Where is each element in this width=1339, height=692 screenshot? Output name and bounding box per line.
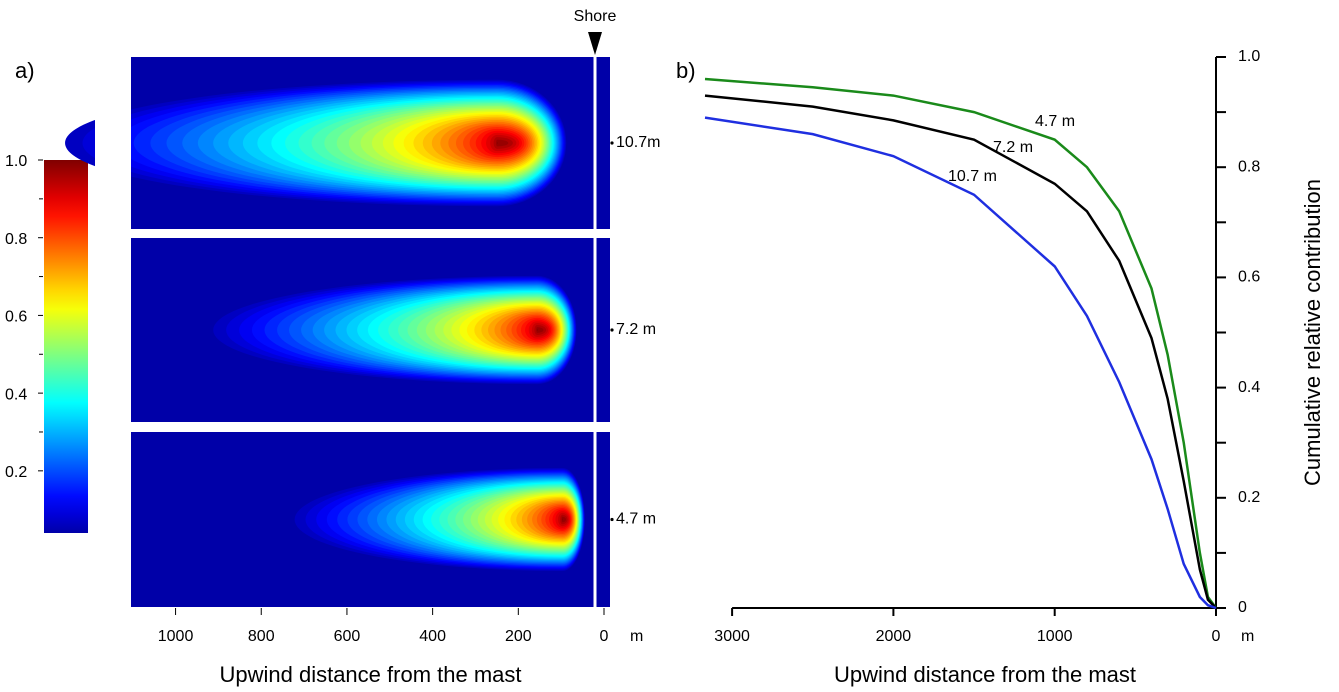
series-label: 4.7 m [1035,113,1075,130]
y-tick-label: 0.6 [1238,269,1260,286]
y-tick-label: 0.8 [1238,158,1260,175]
panel-label: a) [15,58,35,83]
x-tick-label: 200 [505,628,532,645]
height-label: 10.7m [616,134,660,151]
colorbar-tick-label: 0.6 [5,309,27,326]
y-tick-label: 0.2 [1238,489,1260,506]
panel-label: b) [676,58,696,83]
series-line [704,116,1217,610]
footprint-contour [561,516,567,523]
x-tick-label: 3000 [714,628,750,645]
footprint-contour [536,327,544,333]
footprint-contour [496,139,509,147]
footprint [294,468,585,571]
footprint-contour [562,518,563,521]
x-unit: m [1241,628,1254,645]
footprint [65,79,567,207]
x-tick-label: 0 [1212,628,1221,645]
colorbar-tick-label: 0.4 [5,386,27,403]
series-label: 10.7 m [948,168,997,185]
x-tick-label: 600 [334,628,361,645]
x-tick-label: 1000 [158,628,194,645]
height-marker [610,141,614,145]
y-tick-label: 1.0 [1238,48,1260,65]
series-label: 7.2 m [993,139,1033,156]
shore-label: Shore [574,8,617,25]
mask [95,40,131,620]
series-line [704,77,1218,609]
x-tick-label: 2000 [876,628,912,645]
height-label: 7.2 m [616,321,656,338]
x-unit: m [630,628,643,645]
x-axis-label: Upwind distance from the mast [834,662,1136,687]
series-line [704,94,1217,609]
height-label: 4.7 m [616,511,656,528]
footprint-contour [537,329,538,331]
colorbar-tick-label: 1.0 [5,153,27,170]
footprint-contour [497,142,498,144]
x-tick-label: 400 [419,628,446,645]
x-tick-label: 800 [248,628,275,645]
colorbar [44,160,88,533]
y-axis-label: Cumulative relative contribution [1300,179,1325,486]
height-marker [610,517,614,522]
height-marker [610,328,614,332]
shore-arrow [588,32,603,55]
x-tick-label: 1000 [1037,628,1073,645]
x-tick-label: 0 [600,628,609,645]
colorbar-tick-label: 0.2 [5,464,27,481]
footprint [213,275,577,385]
y-tick-label: 0 [1238,599,1247,616]
colorbar-tick-label: 0.8 [5,231,27,248]
x-axis-label: Upwind distance from the mast [219,662,521,687]
y-tick-label: 0.4 [1238,379,1260,396]
